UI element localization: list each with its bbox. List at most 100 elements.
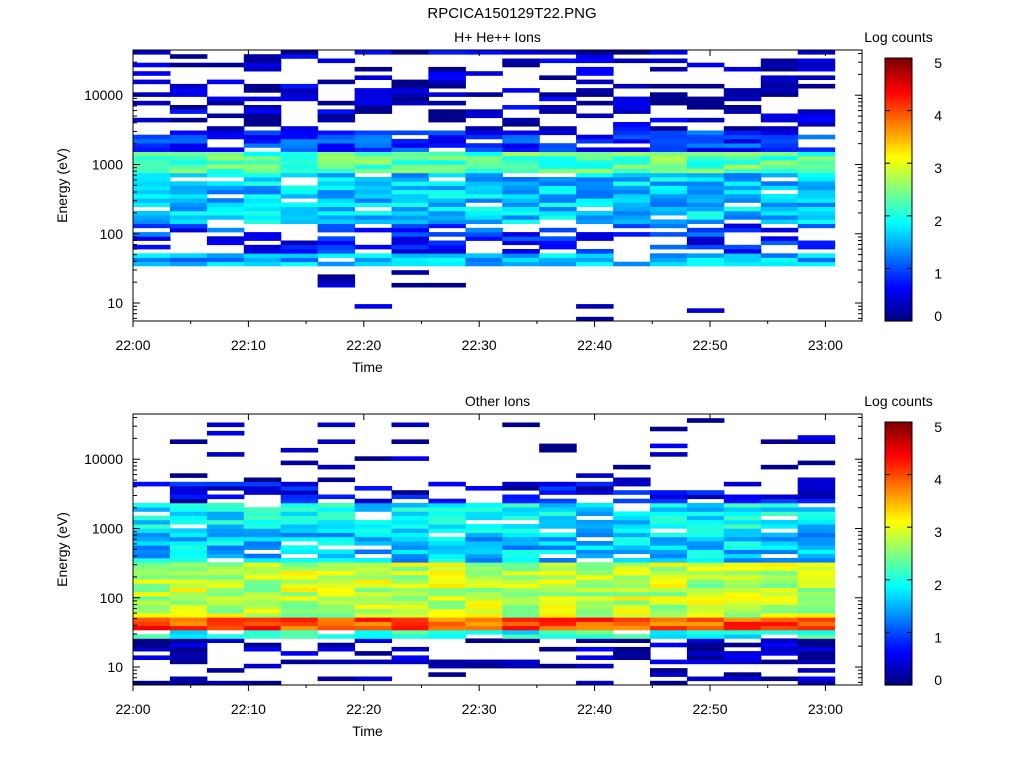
heatmap-cell xyxy=(391,608,429,614)
heatmap-cell xyxy=(206,227,245,233)
heatmap-cell xyxy=(391,587,429,593)
heatmap-cell xyxy=(576,566,614,571)
heatmap-cell xyxy=(169,257,208,263)
colorbar-step xyxy=(885,128,912,131)
colorbar-step xyxy=(885,575,912,579)
heatmap-cell xyxy=(686,541,725,546)
x-tick-label: 22:40 xyxy=(577,337,612,353)
heatmap-cell xyxy=(354,75,393,80)
colorbar-step xyxy=(885,645,912,649)
heatmap-cell xyxy=(391,270,429,275)
colorbar-step xyxy=(885,215,912,219)
heatmap-cell xyxy=(354,549,393,555)
heatmap-cell xyxy=(169,596,208,601)
heatmap-cell xyxy=(317,160,356,165)
heatmap-cell xyxy=(280,511,319,516)
heatmap-cell xyxy=(650,596,688,601)
colorbar-step xyxy=(885,117,912,120)
heatmap-cell xyxy=(723,515,762,521)
heatmap-cell xyxy=(280,600,319,605)
heatmap-cell xyxy=(428,232,466,237)
heatmap-cell xyxy=(502,257,540,263)
colorbar-step xyxy=(885,209,912,213)
heatmap-cell xyxy=(576,486,614,491)
heatmap-cell xyxy=(465,638,503,643)
heatmap-cell xyxy=(613,634,651,639)
heatmap-cell xyxy=(465,151,503,157)
heatmap-cell xyxy=(797,177,836,182)
heatmap-cell xyxy=(686,210,725,216)
heatmap-cell xyxy=(428,617,466,622)
heatmap-cell xyxy=(391,613,429,618)
heatmap-cell xyxy=(686,511,725,516)
heatmap-cell xyxy=(354,227,393,233)
heatmap-cell xyxy=(354,151,393,157)
heatmap-cell xyxy=(465,528,503,533)
heatmap-cell xyxy=(133,655,171,660)
heatmap-cell xyxy=(686,147,725,152)
heatmap-cell xyxy=(613,583,651,588)
colorbar-step xyxy=(885,660,912,664)
colorbar-step xyxy=(885,93,912,96)
colorbar-step xyxy=(885,474,912,478)
colorbar-step xyxy=(885,476,912,480)
x-tick-label: 22:30 xyxy=(462,701,497,717)
heatmap-cell xyxy=(391,185,429,191)
heatmap-cell xyxy=(465,155,503,161)
heatmap-cell xyxy=(206,668,245,673)
colorbar-label: Log counts xyxy=(864,393,933,409)
heatmap-cell xyxy=(760,532,799,538)
heatmap-cell xyxy=(650,96,688,102)
panel-title: Other Ions xyxy=(465,393,530,409)
heatmap-cell xyxy=(760,570,799,576)
colorbar-tick-label: 3 xyxy=(934,160,942,176)
heatmap-cell xyxy=(133,172,171,178)
colorbar-step xyxy=(885,106,912,110)
heatmap-cell xyxy=(502,206,540,212)
heatmap-cell xyxy=(428,215,466,220)
heatmap-cell xyxy=(613,134,651,140)
colorbar-tick-label: 1 xyxy=(934,265,942,281)
heatmap-cell xyxy=(760,79,799,85)
heatmap-cell xyxy=(354,562,393,567)
heatmap-cell xyxy=(391,583,429,588)
colorbar-step xyxy=(885,250,912,254)
heatmap-cell xyxy=(797,515,836,521)
heatmap-cell xyxy=(354,168,393,174)
heatmap-cell xyxy=(539,490,577,495)
heatmap-cell xyxy=(169,168,208,174)
colorbar-step xyxy=(885,112,912,116)
heatmap-cell xyxy=(650,524,688,529)
heatmap-cell xyxy=(760,621,799,627)
heatmap-cell xyxy=(391,507,429,512)
heatmap-cell xyxy=(354,596,393,601)
heatmap-cell xyxy=(243,481,282,487)
colorbar-step xyxy=(885,244,912,248)
heatmap-cell xyxy=(686,100,725,106)
colorbar-step xyxy=(885,307,912,311)
colorbar-step xyxy=(885,99,912,103)
heatmap-cell xyxy=(686,642,725,648)
heatmap-cell xyxy=(465,168,503,174)
heatmap-cell xyxy=(243,155,282,161)
heatmap-cell xyxy=(760,155,799,161)
heatmap-cell xyxy=(686,630,725,635)
heatmap-cell xyxy=(391,79,429,85)
heatmap-cell xyxy=(539,608,577,614)
heatmap-cell xyxy=(686,177,725,182)
heatmap-cell xyxy=(650,189,688,195)
heatmap-cell xyxy=(428,596,466,601)
heatmap-cell xyxy=(576,194,614,199)
heatmap-cell xyxy=(243,524,282,529)
heatmap-cell xyxy=(391,168,429,174)
heatmap-cell xyxy=(576,646,614,652)
heatmap-cell xyxy=(502,621,540,627)
heatmap-cell xyxy=(613,621,651,627)
colorbar-step xyxy=(885,568,912,572)
heatmap-cell xyxy=(428,130,466,136)
heatmap-cell xyxy=(243,160,282,165)
heatmap-cell xyxy=(428,117,466,123)
heatmap-cell xyxy=(760,507,799,512)
heatmap-cell xyxy=(206,532,245,538)
heatmap-cell xyxy=(539,147,577,152)
